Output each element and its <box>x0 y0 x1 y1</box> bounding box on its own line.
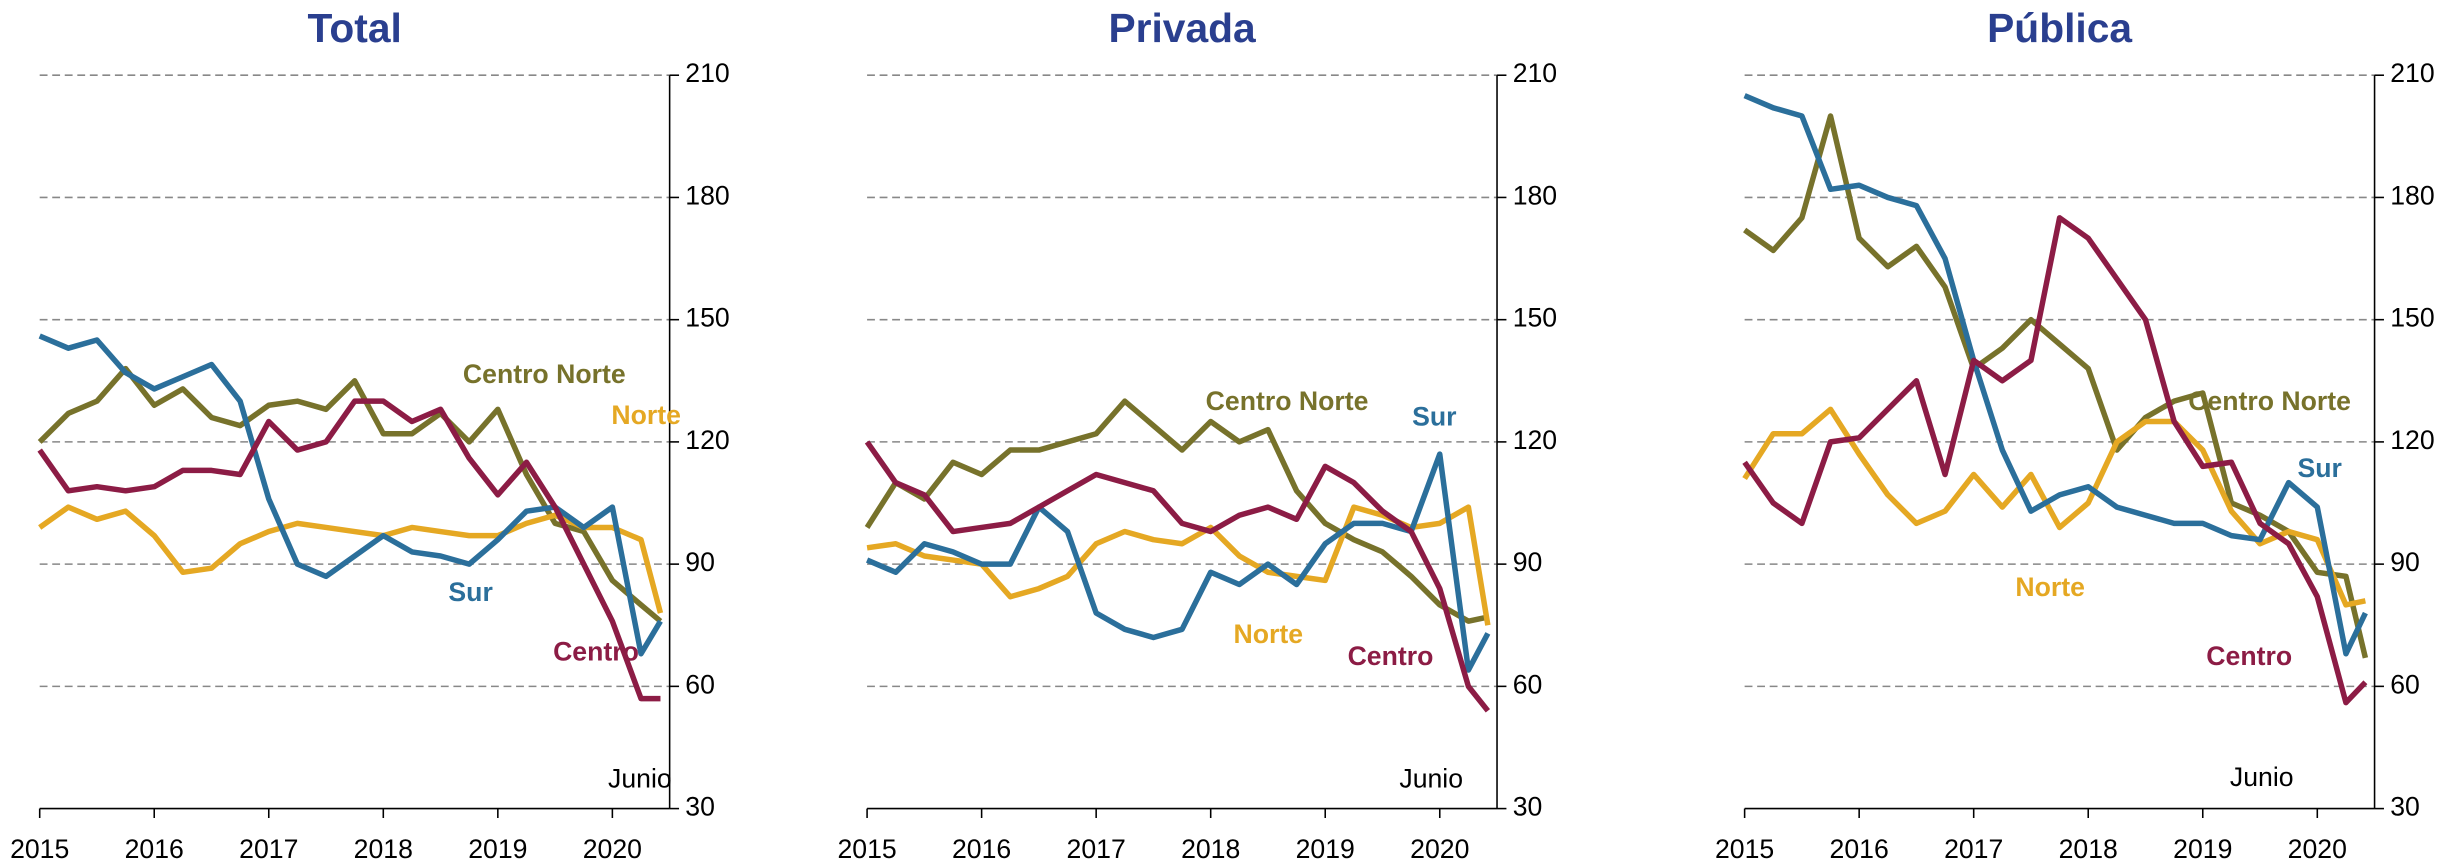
x-tick-label: 2018 <box>1181 834 1240 864</box>
chart-panel: Total 30 60 90 120 150 180 210 2015 2016 2017 2018 2… <box>10 5 730 864</box>
y-tick-label: 90 <box>2390 547 2420 577</box>
chart-title: Total <box>308 5 402 51</box>
series-label: Centro <box>1348 641 1434 671</box>
series-line <box>38 333 663 657</box>
y-tick-label: 90 <box>1513 547 1543 577</box>
y-tick-label: 30 <box>1513 792 1543 822</box>
y-tick-label: 180 <box>2390 180 2434 210</box>
x-tick-label: 2016 <box>952 834 1011 864</box>
annotation: Junio <box>2230 762 2294 792</box>
series-label: Norte <box>611 400 681 430</box>
x-tick-label: 2015 <box>837 834 896 864</box>
series-line <box>864 398 1489 624</box>
y-tick-label: 180 <box>1513 180 1557 210</box>
series-line <box>38 504 664 614</box>
series-label: Centro Norte <box>2188 386 2351 416</box>
y-tick-label: 60 <box>1513 669 1543 699</box>
annotation: Junio <box>608 763 672 793</box>
x-tick-label: 2018 <box>2059 834 2118 864</box>
series-label: Centro Norte <box>463 359 626 389</box>
x-tick-label: 2020 <box>1410 834 1469 864</box>
x-tick-label: 2019 <box>1296 834 1355 864</box>
y-tick-label: 150 <box>1513 303 1557 333</box>
series-line <box>864 440 1491 713</box>
chart-title: Privada <box>1108 5 1256 51</box>
x-tick-label: 2017 <box>1944 834 2003 864</box>
chart-panel: Privada 30 60 90 120 150 180 210 2015 2016 2017 201… <box>837 5 1557 864</box>
series-line <box>1743 93 2368 657</box>
x-tick-label: 2019 <box>2173 834 2232 864</box>
x-tick-label: 2016 <box>125 834 184 864</box>
y-tick-label: 120 <box>2390 425 2434 455</box>
series-label: Norte <box>1233 619 1303 649</box>
y-tick-label: 120 <box>1513 425 1557 455</box>
series-label: Sur <box>448 577 492 607</box>
chart-title: Pública <box>1987 5 2132 51</box>
series-label: Centro Norte <box>1206 386 1369 416</box>
x-tick-label: 2015 <box>1715 834 1774 864</box>
y-tick-label: 60 <box>2390 669 2420 699</box>
x-tick-label: 2018 <box>354 834 413 864</box>
y-tick-label: 150 <box>685 303 729 333</box>
x-tick-label: 2020 <box>2288 834 2347 864</box>
series-label: Sur <box>2298 453 2342 483</box>
series-label: Norte <box>2015 572 2085 602</box>
y-tick-label: 90 <box>685 547 715 577</box>
x-tick-label: 2015 <box>10 834 69 864</box>
series-line <box>37 398 661 702</box>
annotation: Junio <box>1399 763 1463 793</box>
x-tick-label: 2017 <box>239 834 298 864</box>
series-label: Centro <box>553 636 639 666</box>
series-label: Sur <box>1412 401 1456 431</box>
y-tick-label: 60 <box>685 669 715 699</box>
x-tick-label: 2019 <box>468 834 527 864</box>
y-tick-label: 210 <box>1513 58 1557 88</box>
series-line <box>866 451 1491 673</box>
y-tick-label: 210 <box>685 58 729 88</box>
y-tick-label: 30 <box>2390 792 2420 822</box>
y-tick-label: 30 <box>685 792 715 822</box>
series-label: Centro <box>2206 641 2292 671</box>
x-tick-label: 2020 <box>583 834 642 864</box>
y-tick-label: 150 <box>2390 303 2434 333</box>
y-tick-label: 120 <box>685 425 729 455</box>
y-tick-label: 180 <box>685 180 729 210</box>
x-tick-label: 2017 <box>1067 834 1126 864</box>
chart-panel: Pública 30 60 90 120 150 180 210 2015 2016 2017 201… <box>1715 5 2435 864</box>
x-tick-label: 2016 <box>1830 834 1889 864</box>
series-line <box>1742 215 2368 706</box>
y-tick-label: 210 <box>2390 58 2434 88</box>
